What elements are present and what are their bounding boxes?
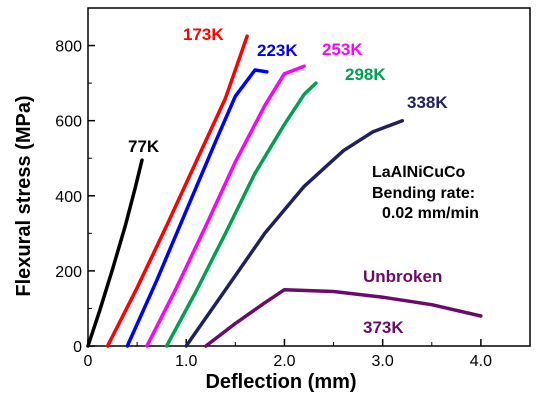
series-label-223K: 223K — [257, 41, 298, 60]
series-label-373K: 373K — [363, 318, 404, 337]
y-tick-label: 600 — [55, 114, 82, 131]
series-line-77K — [86, 158, 144, 348]
series-line-253K — [145, 64, 306, 348]
annotation-material: LaAlNiCuCo — [372, 164, 466, 181]
y-axis-title: Flexural stress (MPa) — [13, 95, 35, 296]
y-tick-label: 400 — [55, 189, 82, 206]
series-label-338K: 338K — [407, 93, 448, 112]
y-tick-label: 0 — [73, 339, 82, 356]
series-label-253K: 253K — [322, 40, 363, 59]
y-tick-label: 200 — [55, 264, 82, 281]
annotation-bending-rate-value: 0.02 mm/min — [382, 205, 479, 222]
series-label-298K: 298K — [345, 65, 386, 84]
annotation-bending-rate-label: Bending rate: — [372, 185, 475, 202]
x-tick-label: 1.0 — [175, 353, 197, 370]
x-tick-label: 4.0 — [470, 353, 492, 370]
series-line-173K — [105, 34, 249, 348]
x-axis-title: Deflection (mm) — [205, 371, 356, 393]
x-tick-label: 0 — [84, 353, 93, 370]
series-label-173K: 173K — [183, 25, 224, 44]
x-tick-label: 3.0 — [372, 353, 394, 370]
series-label-77K: 77K — [128, 137, 160, 156]
series-line-223K — [125, 68, 269, 348]
series-line-373K — [204, 287, 483, 348]
y-tick-label: 800 — [55, 39, 82, 56]
annotation-unbroken: Unbroken — [363, 267, 442, 286]
series-line-298K — [164, 81, 318, 348]
x-tick-label: 2.0 — [273, 353, 295, 370]
series-line-338K — [184, 118, 405, 348]
